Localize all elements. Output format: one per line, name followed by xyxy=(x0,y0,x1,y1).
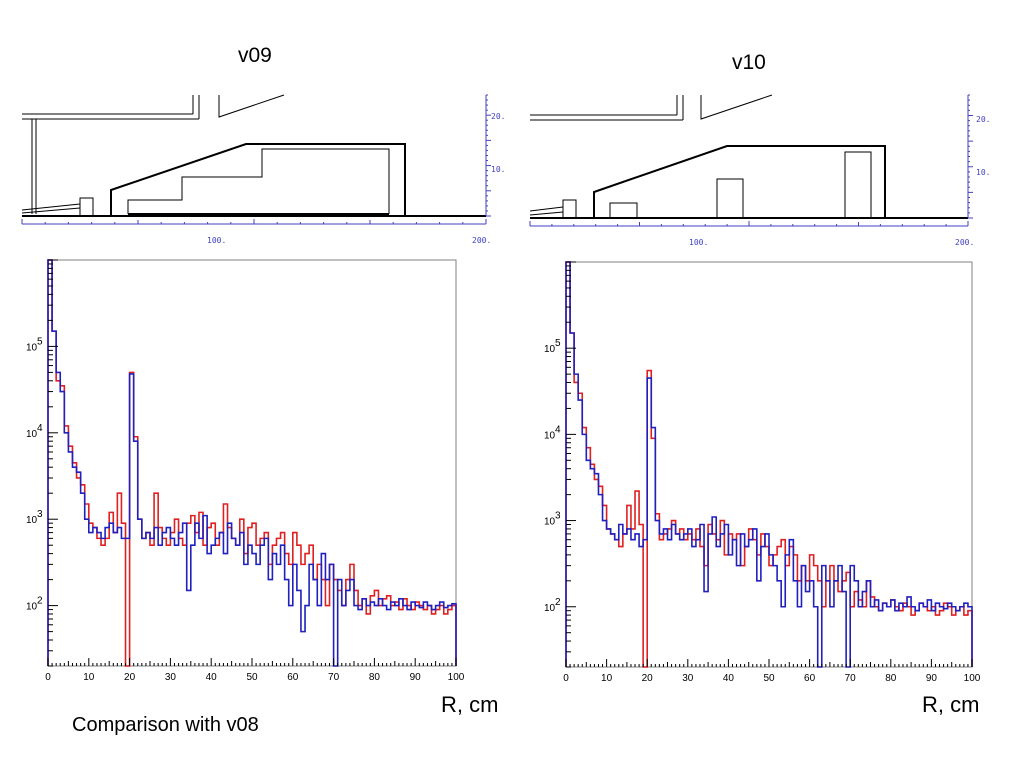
geometry-view-v10: 100. 200. 10. 20. xyxy=(529,94,990,247)
geo-cone xyxy=(218,94,285,118)
x-tick-label: 60 xyxy=(804,673,816,684)
ruler-ticks xyxy=(21,94,491,224)
y-tick-exponent: 3 xyxy=(555,511,561,522)
panel-title-v10: v10 xyxy=(732,51,766,74)
x-tick-label: 70 xyxy=(845,673,857,684)
x-tick-label: 10 xyxy=(83,672,95,683)
geo-box xyxy=(609,202,638,219)
ruler-y-tick-10: 10. xyxy=(491,165,505,174)
x-tick-label: 0 xyxy=(45,672,51,683)
ruler-y-tick-10: 10. xyxy=(976,168,990,177)
x-tick-label: 30 xyxy=(165,672,177,683)
geo-outer-shell xyxy=(110,143,406,216)
y-tick-exponent: 2 xyxy=(555,597,561,608)
ruler-x-tick-200: 200. xyxy=(955,238,974,247)
x-tick-label: 70 xyxy=(328,672,340,683)
ruler-y-tick-20: 20. xyxy=(976,115,990,124)
ruler-y-tick-20: 20. xyxy=(491,112,505,121)
x-tick-label: 30 xyxy=(682,673,694,684)
y-tick-label: 10 xyxy=(544,344,556,355)
y-tick-exponent: 5 xyxy=(37,336,43,347)
y-tick-label: 10 xyxy=(544,430,556,441)
y-tick-label: 10 xyxy=(26,342,38,353)
x-tick-label: 100 xyxy=(448,672,465,683)
y-tick-label: 10 xyxy=(26,515,38,526)
x-tick-label: 90 xyxy=(926,673,938,684)
y-tick-label: 10 xyxy=(544,517,556,528)
geo-box xyxy=(79,197,94,217)
geo-cone xyxy=(700,94,773,120)
geo-line xyxy=(21,207,81,214)
geo-inner-volume xyxy=(127,148,390,214)
x-tick-label: 60 xyxy=(287,672,299,683)
geometry-view-v09: 100. 200. 10. 20. xyxy=(21,94,505,245)
geo-line xyxy=(529,206,564,212)
x-tick-label: 0 xyxy=(563,673,569,684)
geo-line xyxy=(529,211,564,216)
x-tick-label: 50 xyxy=(246,672,258,683)
geo-line xyxy=(21,203,81,211)
x-tick-label: 90 xyxy=(410,672,422,683)
ruler-x-tick-100: 100. xyxy=(689,238,708,247)
x-tick-label: 40 xyxy=(206,672,218,683)
y-tick-exponent: 5 xyxy=(555,338,561,349)
histogram-series-blue xyxy=(565,261,973,668)
geo-box xyxy=(562,199,577,219)
geo-box xyxy=(716,178,744,219)
x-tick-label: 20 xyxy=(642,673,654,684)
histogram-series-blue xyxy=(47,259,457,667)
y-tick-exponent: 4 xyxy=(555,424,561,435)
geo-outer-shell xyxy=(593,145,886,218)
y-tick-exponent: 4 xyxy=(37,423,43,434)
y-tick-label: 10 xyxy=(26,602,38,613)
y-tick-label: 10 xyxy=(544,603,556,614)
ruler-x-tick-200: 200. xyxy=(472,236,491,245)
x-tick-label: 50 xyxy=(763,673,775,684)
x-tick-label: 10 xyxy=(601,673,613,684)
x-axis-label-v10: R, cm xyxy=(922,692,980,717)
ruler-ticks xyxy=(529,94,973,226)
x-tick-label: 80 xyxy=(369,672,381,683)
x-tick-label: 20 xyxy=(124,672,136,683)
x-tick-label: 40 xyxy=(723,673,735,684)
x-tick-label: 80 xyxy=(885,673,897,684)
ruler-x-tick-100: 100. xyxy=(207,236,226,245)
panel-title-v09: v09 xyxy=(238,44,272,67)
x-axis-label-v09: R, cm xyxy=(441,692,499,717)
y-tick-label: 10 xyxy=(26,429,38,440)
geo-box xyxy=(844,151,872,219)
y-tick-exponent: 3 xyxy=(37,509,43,520)
comparison-caption: Comparison with v08 xyxy=(72,714,259,736)
histogram-series-red xyxy=(565,261,973,668)
y-tick-exponent: 2 xyxy=(37,596,43,607)
x-tick-label: 100 xyxy=(964,673,981,684)
